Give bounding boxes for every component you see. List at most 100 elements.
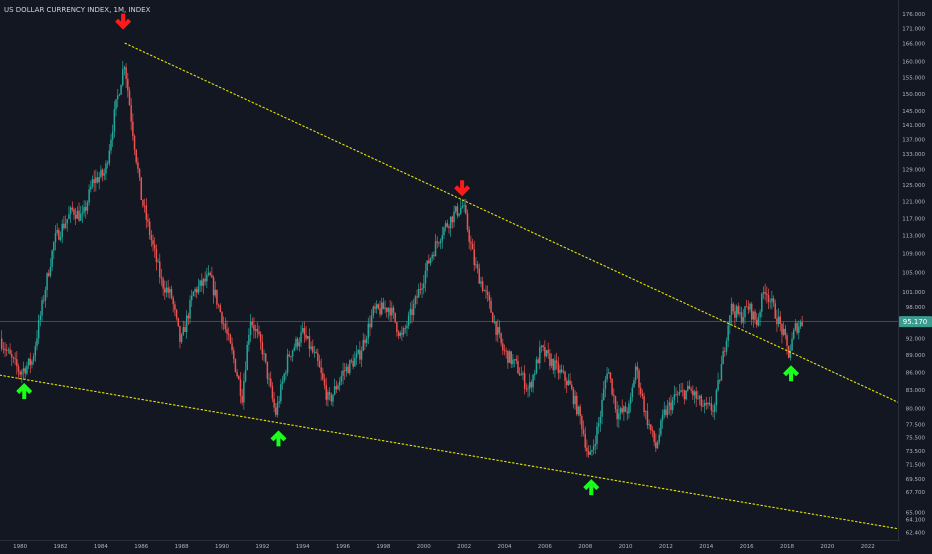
candle-body [498,327,501,334]
candle-body [465,205,467,214]
candle-body [523,373,526,389]
time-tick-label: 2004 [497,544,511,550]
candle-body [128,90,131,106]
candle-body [486,291,489,296]
candle-body [518,373,521,376]
candle-body [179,325,181,342]
time-tick-label: 2000 [417,544,431,550]
candle-body [407,315,410,326]
candle-body [207,272,210,275]
candle-body [772,298,775,304]
candle-body [305,334,307,339]
candle-body [702,406,704,407]
candle-body [597,423,600,427]
candle-body [658,434,660,443]
candle-body [377,304,380,309]
candle-body [224,323,227,330]
candle-body [579,406,581,417]
candle-body [470,241,472,244]
price-tick-label: 83.000 [906,388,926,394]
time-tick-label: 2008 [578,544,592,550]
candle-body [357,349,359,354]
price-tick-label: 166.000 [902,41,925,47]
candle-body [423,283,425,289]
time-axis[interactable]: 1980 1982 1984 1986 1988 1990 1992 1994 1996 1998… [13,544,875,550]
candle-body [137,162,139,169]
candle-body [142,199,144,206]
candle-body [286,354,289,373]
candle-body [471,243,474,250]
candle-body [505,350,507,352]
candle-body [88,189,90,203]
candle-body [522,373,524,375]
candle-body [246,344,248,371]
candle-body [253,325,255,331]
candle-body [49,267,52,276]
candle-body [481,281,484,291]
candle-body [37,320,40,339]
price-tick-label: 176.000 [902,12,925,18]
candle-body [540,345,543,348]
candle-body [21,371,23,375]
candle-body [517,360,519,374]
candle-body [660,420,662,435]
candle-body [720,364,723,381]
candle-body [180,334,183,342]
candle-body [650,424,652,431]
candle-body [478,268,481,284]
candle-body [174,304,176,310]
candle-body [386,307,388,312]
candle-body [665,409,667,416]
candle-body [634,366,637,381]
candle-body [216,289,218,305]
candle-body [527,388,529,390]
candle-body [268,378,270,380]
candle-body [337,385,339,390]
upper-trendline[interactable] [124,42,899,403]
candle-body [313,351,316,353]
candle-body [618,413,620,420]
candle-body [666,405,669,416]
candle-body [755,319,758,326]
candle-body [567,380,570,386]
price-tick-label: 155.000 [902,76,925,82]
candle-body [259,334,262,343]
candle-body [678,392,681,395]
candle-body [185,315,188,333]
candle-body [16,359,18,367]
candle-body [113,109,116,132]
candle-body [668,402,671,406]
candle-body [796,323,798,333]
candle-body [332,394,334,402]
candle-body [264,353,267,362]
candle-body [103,173,106,176]
time-tick-label: 2018 [780,544,794,550]
candle-body [490,300,492,313]
candle-body [460,207,462,214]
candle-body [64,223,67,229]
candle-body [639,387,642,394]
time-tick-label: 1984 [94,544,108,550]
candle-body [59,237,62,240]
candle-body [202,278,205,286]
price-badge: 95.170 [899,316,932,328]
candle-body [777,316,780,325]
candle-body [424,270,427,284]
candle-body [732,303,734,312]
candle-body [211,275,213,278]
price-tick-label: 121.000 [902,199,925,205]
candle-body [698,395,701,399]
price-tick-label: 92.000 [906,337,926,343]
candle-body [475,264,477,266]
candle-body [761,293,763,312]
candle-body [449,216,452,229]
candle-body [140,177,143,200]
candle-body [133,136,136,150]
price-tick-label: 89.000 [906,353,926,359]
candle-body [520,374,523,376]
lower-trendline[interactable] [0,374,899,530]
price-tick-label: 171.000 [902,26,925,32]
